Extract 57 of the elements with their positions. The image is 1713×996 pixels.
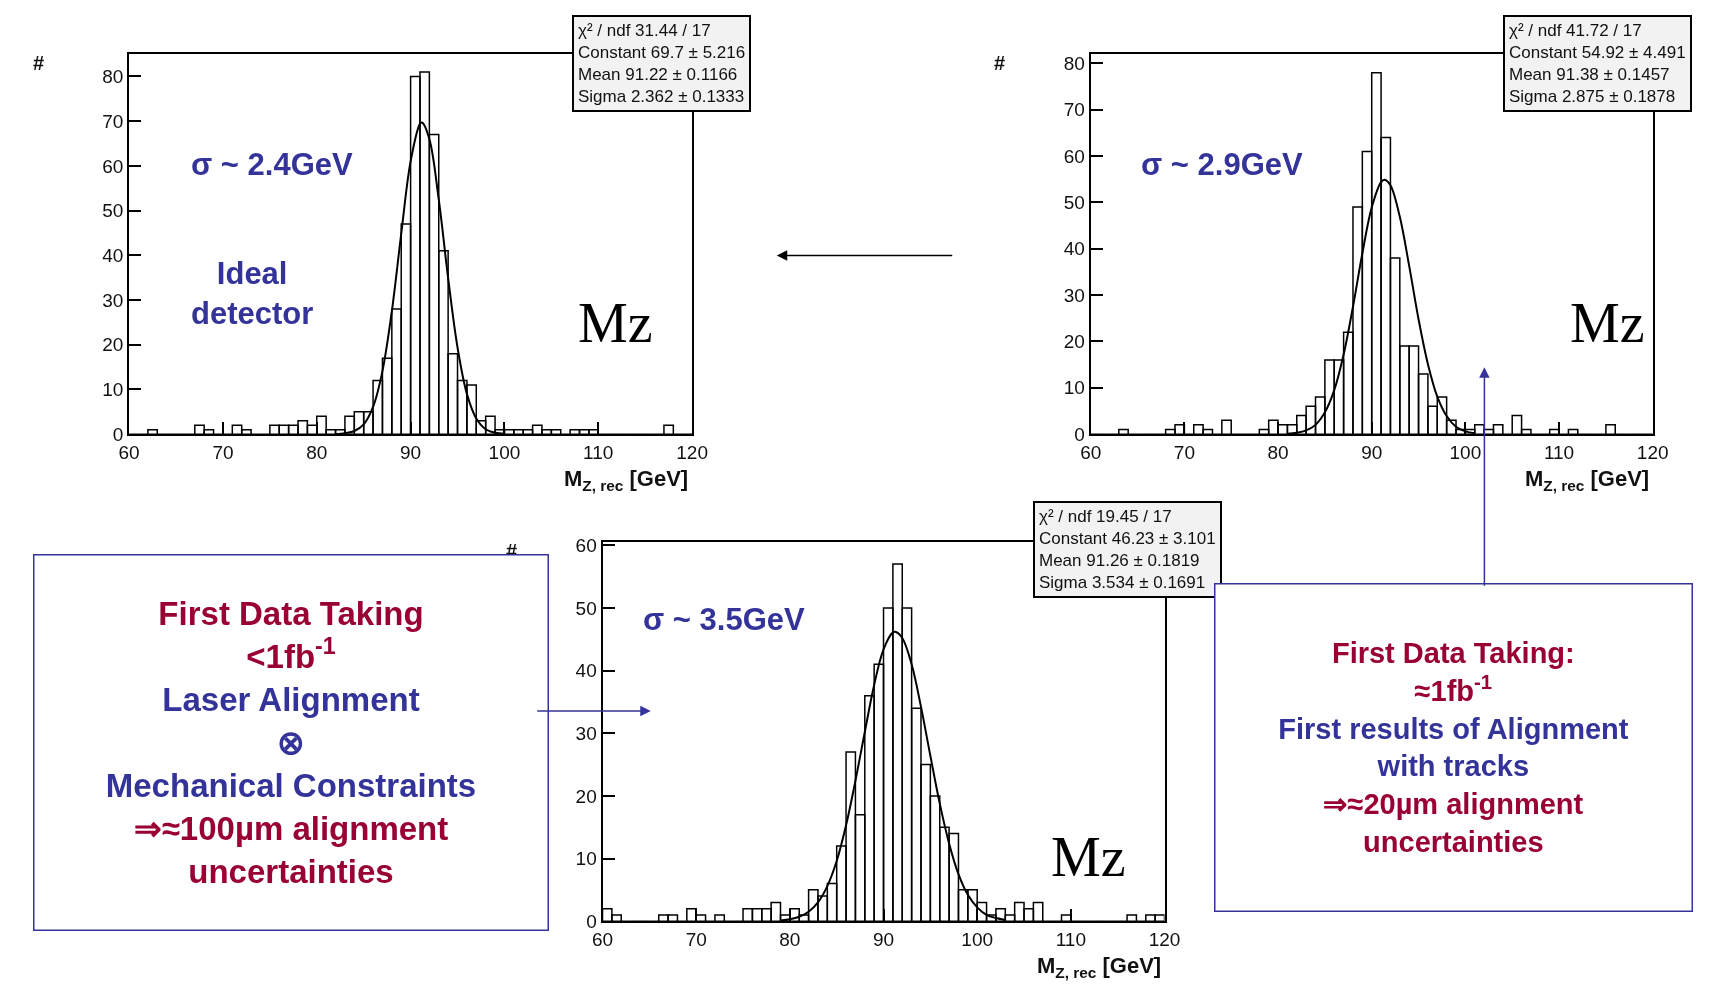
x-tick-label: 100 (1449, 441, 1482, 463)
y-tick-label: 20 (575, 785, 597, 807)
y-tick-label: 80 (102, 66, 124, 88)
x-tick-label: 110 (1543, 441, 1575, 463)
x-tick-label: 90 (1361, 441, 1383, 463)
annotation: Mz (1570, 292, 1645, 354)
y-axis-title: # (33, 52, 45, 74)
annotation: Mz (578, 292, 653, 354)
y-tick-label: 10 (1063, 377, 1085, 399)
y-tick-label: 50 (102, 200, 124, 222)
y-axis-title: # (994, 52, 1006, 74)
x-tick-label: 80 (779, 928, 801, 950)
y-tick-label: 50 (1063, 192, 1085, 214)
x-tick-label: 120 (1636, 441, 1669, 463)
y-tick-label: 60 (102, 155, 124, 177)
x-tick-label: 70 (1173, 441, 1195, 463)
y-tick-label: 20 (1063, 331, 1085, 353)
y-tick-label: 80 (1063, 53, 1085, 75)
text: First Data Taking: ≈1fb$^{-1}$ First results of Alignment with tracks ⇒≈20µm alignment uncertainties (1278, 637, 1629, 858)
y-tick-label: 30 (102, 289, 124, 311)
y-tick-label: 10 (575, 848, 597, 870)
y-tick-label: 30 (1063, 284, 1085, 306)
x-tick-label: 70 (212, 441, 234, 463)
y-tick-label: 30 (575, 722, 597, 744)
annotation: Mz (1051, 826, 1126, 888)
y-tick-label: 50 (575, 597, 597, 619)
annotation: χ² / ndf 41.72 / 17 Constant 54.92 ± 4.491 Mean 91.38 ± 0.1457 Sigma 2.875 ± 0.1878 (1509, 21, 1686, 107)
x-axis-title: M$_{Z, rec}$ [GeV] (1037, 953, 1162, 981)
text: First Data Taking <1fb$^{-1}$ Laser Alignment ⊗ Mechanical Constraints ⇒≈100µm alignment uncertainties (105, 595, 477, 890)
annotation: Ideal detector (191, 256, 314, 332)
x-axis-title: M$_{Z, rec}$ [GeV] (564, 466, 689, 494)
x-tick-label: 110 (1055, 928, 1087, 950)
y-tick-label: 60 (1063, 145, 1085, 167)
x-tick-label: 80 (1267, 441, 1289, 463)
x-tick-label: 90 (872, 928, 895, 950)
x-tick-label: 80 (306, 441, 328, 463)
x-tick-label: 70 (685, 928, 707, 950)
y-tick-label: 40 (102, 244, 124, 266)
x-tick-label: 120 (676, 441, 708, 463)
x-tick-label: 120 (1148, 928, 1181, 950)
y-tick-label: 60 (575, 534, 597, 556)
x-tick-label: 110 (583, 441, 614, 463)
x-tick-label: 100 (488, 441, 521, 463)
x-tick-label: 90 (400, 441, 422, 463)
annotation: σ ~ 2.4GeV (191, 147, 353, 182)
y-tick-label: 70 (102, 110, 124, 132)
x-axis-title: M$_{Z, rec}$ [GeV] (1525, 466, 1650, 494)
y-tick-label: 70 (1063, 99, 1085, 121)
x-tick-label: 100 (961, 928, 994, 950)
y-tick-label: 40 (1063, 238, 1085, 260)
annotation: χ² / ndf 31.44 / 17 Constant 69.7 ± 5.216 Mean 91.22 ± 0.1166 Sigma 2.362 ± 0.1333 (578, 21, 746, 107)
annotation: σ ~ 3.5GeV (643, 602, 805, 637)
annotation: χ² / ndf 19.45 / 17 Constant 46.23 ± 3.101 Mean 91.26 ± 0.1819 Sigma 3.534 ± 0.1691 (1039, 507, 1216, 593)
y-tick-label: 40 (575, 660, 597, 682)
y-tick-label: 10 (102, 379, 124, 401)
y-tick-label: 20 (102, 334, 124, 356)
annotation: σ ~ 2.9GeV (1141, 147, 1303, 182)
